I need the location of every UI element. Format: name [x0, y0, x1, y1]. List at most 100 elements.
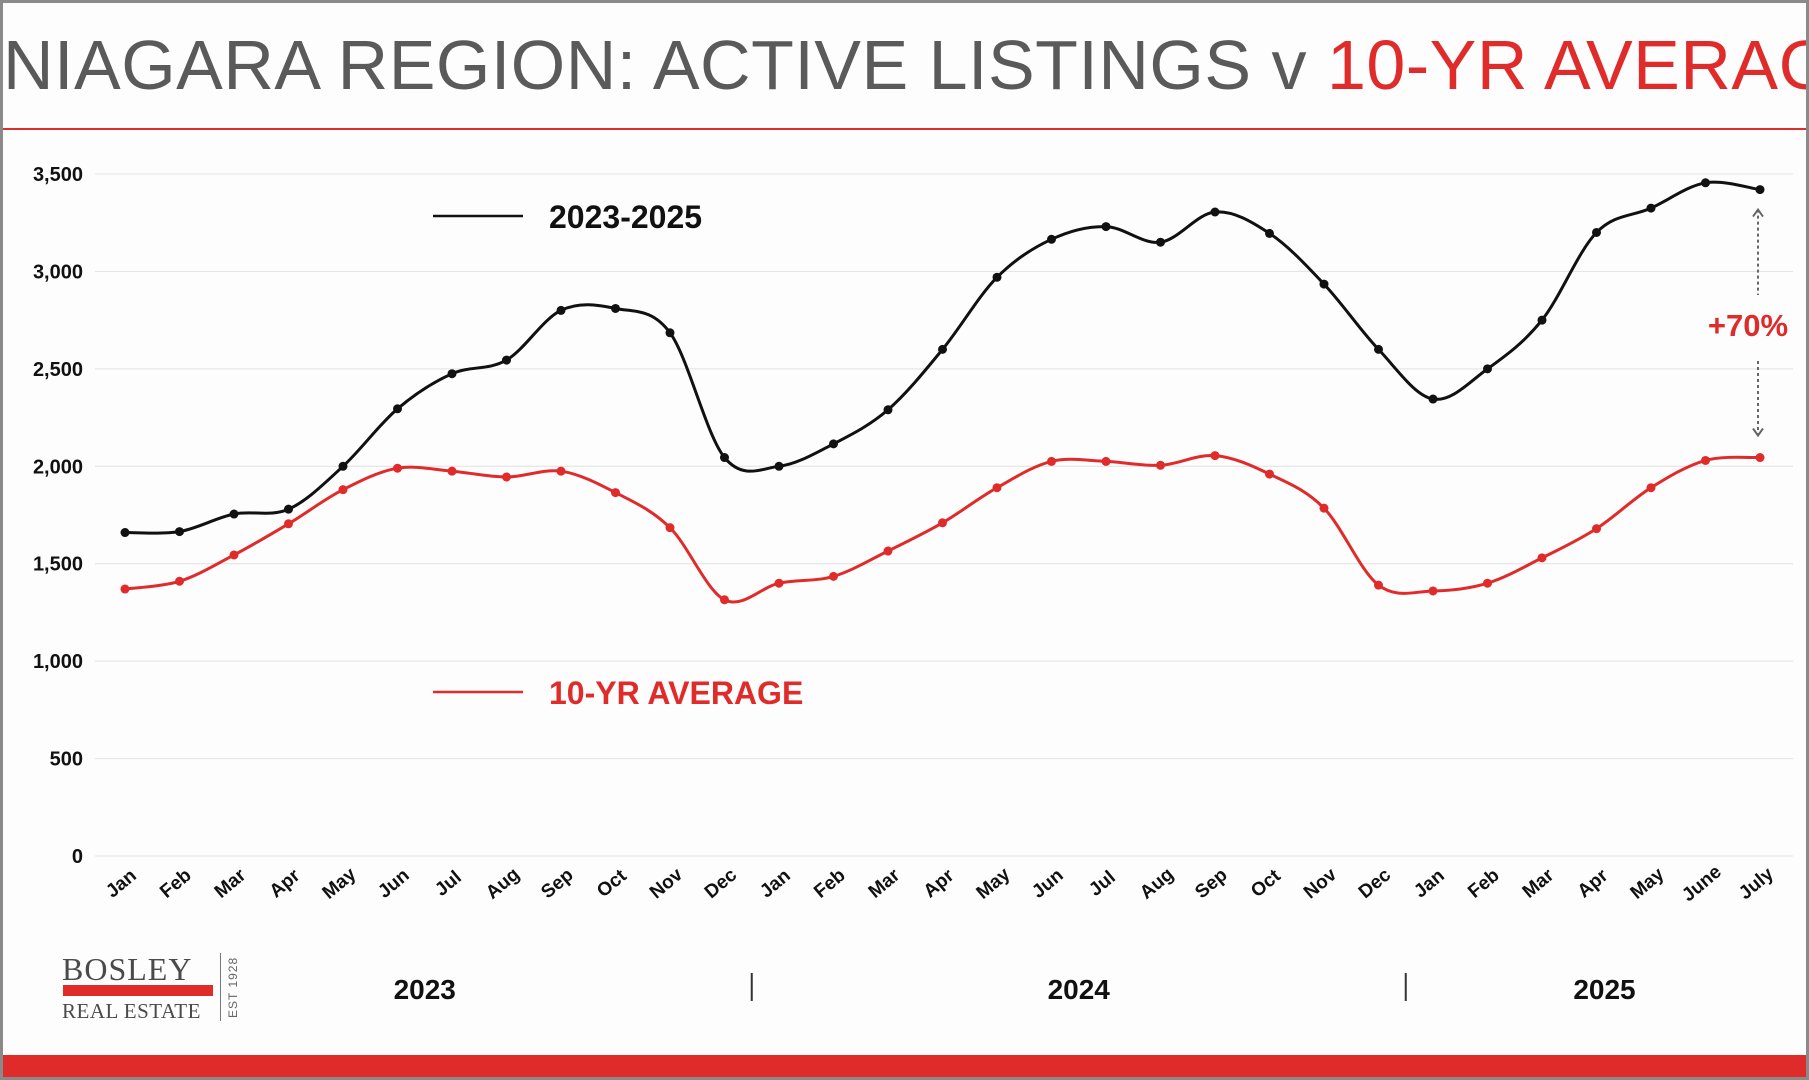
data-point-average — [938, 518, 947, 528]
data-point-average — [284, 519, 293, 529]
page-title: NIAGARA REGION: ACTIVE LISTINGS v 10-YR … — [3, 25, 1806, 105]
x-tick-label: Dec — [701, 864, 742, 903]
logo-est: EST 1928 — [226, 956, 240, 1018]
year-label: 2024 — [1048, 974, 1111, 1005]
x-tick-label: Jan — [102, 865, 141, 902]
data-point-average — [1210, 451, 1220, 461]
data-point-average — [774, 578, 784, 588]
y-tick-label: 3,500 — [33, 164, 83, 186]
x-tick-label: Jun — [1028, 865, 1067, 903]
data-point-current — [938, 344, 947, 354]
data-point-current — [1210, 207, 1220, 217]
data-point-average — [665, 523, 675, 533]
title-divider — [3, 128, 1806, 130]
data-point-current — [1428, 394, 1438, 404]
y-tick-label: 1,500 — [33, 554, 83, 576]
legend-label-average: 10-YR AVERAGE — [549, 675, 803, 711]
x-tick-label: Oct — [593, 865, 631, 902]
logo-brand: BOSLEY — [62, 951, 193, 987]
data-point-current — [1592, 227, 1601, 237]
bosley-logo: BOSLEY REAL ESTATE EST 1928 — [60, 951, 260, 1026]
data-point-average — [1646, 483, 1656, 493]
data-point-average — [1483, 578, 1492, 588]
data-point-average — [1374, 580, 1383, 590]
data-point-average — [1101, 456, 1111, 466]
data-point-average — [1592, 524, 1601, 534]
x-tick-label: Mar — [865, 864, 905, 902]
data-point-current — [1646, 203, 1656, 213]
x-tick-label: May — [1627, 864, 1669, 904]
series-line-current — [124, 180, 1761, 535]
y-tick-label: 1,000 — [33, 651, 83, 673]
data-point-current — [284, 504, 293, 514]
annotation-arrowhead-down — [1752, 427, 1764, 438]
data-point-current — [502, 355, 511, 365]
data-point-average — [992, 483, 1002, 493]
x-tick-label: Nov — [646, 864, 687, 903]
data-point-average — [1701, 455, 1710, 465]
data-point-current — [1319, 279, 1329, 289]
logo-bar — [63, 985, 213, 996]
y-tick-label: 0 — [72, 846, 83, 868]
data-point-current — [338, 461, 348, 471]
data-point-current — [1265, 228, 1274, 238]
data-point-average — [1755, 453, 1765, 463]
x-tick-label: May — [319, 864, 361, 904]
logo-subtitle: REAL ESTATE — [62, 999, 201, 1023]
data-point-average — [502, 472, 511, 482]
data-point-current — [992, 272, 1002, 282]
data-point-average — [1156, 460, 1165, 470]
x-tick-label: June — [1678, 861, 1725, 906]
x-tick-label: Mar — [211, 864, 251, 902]
y-tick-label: 2,000 — [33, 456, 83, 478]
data-point-current — [1156, 237, 1165, 247]
data-point-current — [883, 405, 893, 415]
x-tick-label: Jun — [374, 865, 413, 903]
annotation-label: +70% — [1708, 308, 1788, 343]
data-point-average — [720, 595, 729, 605]
x-tick-label: July — [1735, 863, 1778, 904]
y-tick-label: 3,000 — [33, 261, 83, 283]
x-tick-label: Aug — [1136, 864, 1178, 904]
data-point-current — [829, 439, 838, 449]
data-point-average — [229, 550, 239, 560]
data-point-current — [1047, 234, 1056, 244]
x-tick-label: Feb — [810, 865, 849, 903]
x-tick-label: Feb — [156, 865, 195, 903]
data-point-average — [393, 463, 402, 473]
data-point-current — [611, 303, 620, 313]
y-tick-label: 500 — [50, 749, 83, 771]
line-chart: 0 500 1,000 1,500 2,000 2,500 3,000 3,500 Jan Feb… — [33, 164, 1793, 1005]
data-point-current — [1483, 364, 1492, 374]
data-point-average — [611, 488, 620, 498]
data-point-average — [1537, 553, 1547, 563]
x-tick-label: Apr — [1574, 865, 1613, 903]
data-point-current — [774, 461, 784, 471]
bottom-accent-bar — [3, 1055, 1806, 1077]
x-tick-label: Sep — [537, 865, 577, 903]
logo-divider — [220, 953, 221, 1021]
x-tick-label: Nov — [1300, 864, 1341, 903]
title-accent: 10-YR AVERAGE — [1326, 26, 1806, 104]
data-point-average — [175, 576, 184, 586]
data-point-current — [447, 369, 457, 379]
data-point-average — [1428, 586, 1438, 596]
data-point-current — [393, 404, 402, 414]
data-point-average — [1047, 456, 1056, 466]
x-tick-label: Mar — [1519, 864, 1559, 902]
data-point-current — [120, 528, 130, 538]
x-tick-label: Jan — [756, 865, 795, 902]
year-label: 2023 — [394, 974, 456, 1005]
x-tick-label: Feb — [1464, 865, 1503, 903]
x-tick-label: Sep — [1191, 865, 1231, 903]
data-point-average — [120, 584, 130, 594]
legend-label-current: 2023-2025 — [549, 199, 702, 235]
data-point-current — [1374, 344, 1383, 354]
x-tick-label: Aug — [482, 864, 524, 904]
x-tick-label: Apr — [266, 865, 305, 903]
data-point-current — [1537, 315, 1547, 325]
data-point-current — [665, 328, 675, 338]
data-point-average — [883, 546, 893, 556]
x-tick-label: Jul — [1085, 867, 1120, 901]
